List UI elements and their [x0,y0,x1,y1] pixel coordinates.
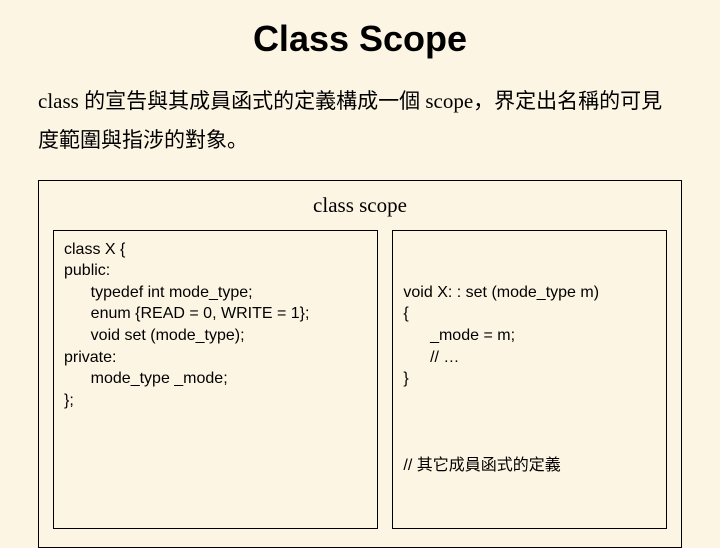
slide-description: class 的宣告與其成員函式的定義構成一個 scope，界定出名稱的可見度範圍… [38,82,682,160]
code-right-upper: void X: : set (mode_type m) { _mode = m;… [403,282,656,390]
code-row: class X { public: typedef int mode_type;… [53,230,667,529]
box-label: class scope [53,193,667,218]
slide-title: Class Scope [38,18,682,60]
code-box-left: class X { public: typedef int mode_type;… [53,230,378,529]
class-scope-container: class scope class X { public: typedef in… [38,180,682,548]
code-right-lower: // 其它成員函式的定義 [403,455,656,477]
code-box-right: void X: : set (mode_type m) { _mode = m;… [392,230,667,529]
